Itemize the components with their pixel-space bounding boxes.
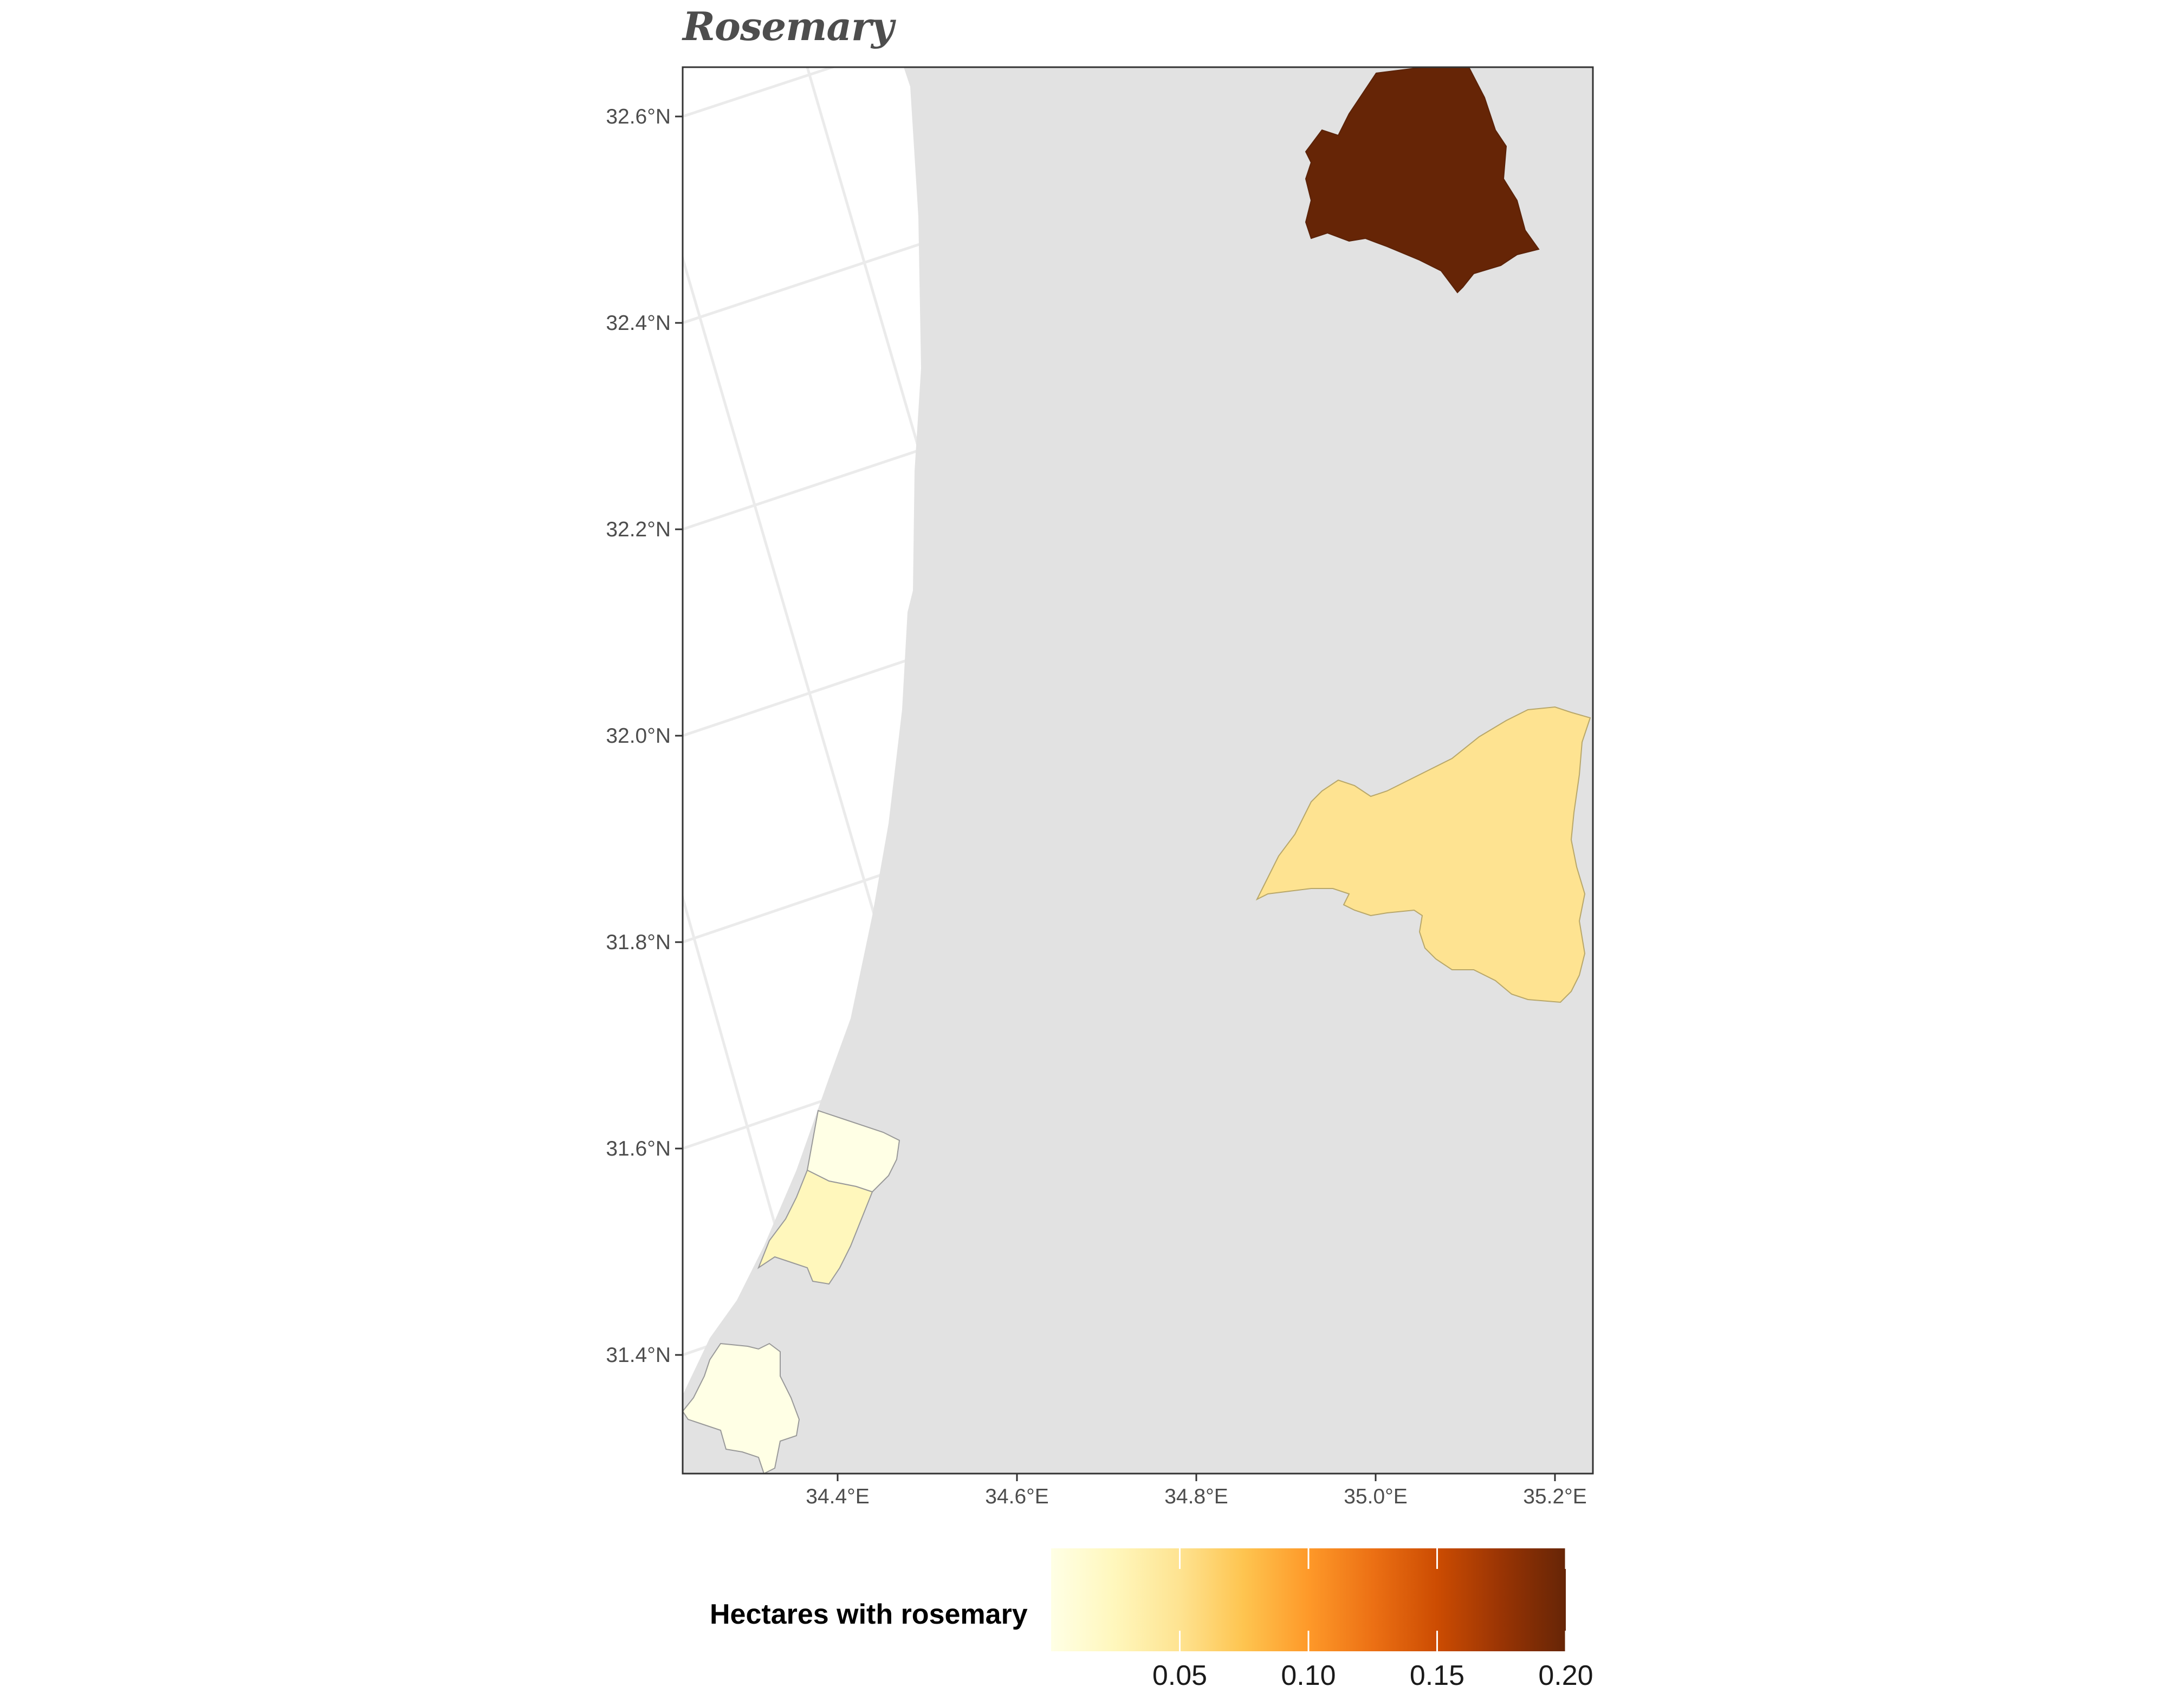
land-mass: [683, 67, 1593, 1474]
graticule-line: [806, 67, 925, 466]
y-axis: 32.6°N 32.4°N 32.2°N 32.0°N 31.8°N 31.6°…: [606, 105, 683, 1367]
graticule-line: [683, 242, 922, 325]
y-tick-label: 32.2°N: [606, 518, 671, 541]
y-tick-label: 32.6°N: [606, 105, 671, 128]
northern-region: [1305, 67, 1540, 294]
y-tick-label: 31.6°N: [606, 1137, 671, 1160]
y-tick-label: 32.0°N: [606, 724, 671, 748]
x-tick-label: 35.0°E: [1344, 1485, 1408, 1508]
legend-ticks: 0.05 0.10 0.15 0.20: [1152, 1548, 1593, 1691]
x-tick-label: 34.8°E: [1164, 1485, 1228, 1508]
y-axis-tick-marks: [675, 115, 683, 1356]
legend-tick-label: 0.20: [1538, 1660, 1593, 1691]
panel-border: [682, 66, 1594, 1475]
map-panel: [683, 67, 1593, 1474]
y-tick-label: 31.8°N: [606, 931, 671, 954]
x-tick-label: 34.4°E: [806, 1485, 870, 1508]
legend: 0.05 0.10 0.15 0.20: [1051, 1548, 1593, 1691]
legend-tick-label: 0.10: [1281, 1660, 1336, 1691]
graticule-line: [683, 654, 922, 737]
map-title: Rosemary: [683, 3, 894, 49]
x-tick-label: 35.2°E: [1523, 1485, 1587, 1508]
legend-tick-label: 0.15: [1410, 1660, 1464, 1691]
x-tick-label: 34.6°E: [985, 1485, 1049, 1508]
legend-title: Hectares with rosemary: [710, 1599, 1028, 1630]
x-axis: 34.4°E 34.6°E 34.8°E 35.0°E 35.2°E: [806, 1474, 1587, 1508]
graticule-line: [683, 448, 922, 531]
central-east-region: [1255, 706, 1591, 1003]
y-tick-label: 32.4°N: [606, 312, 671, 335]
x-axis-tick-marks: [837, 1474, 1556, 1481]
coastal-region-south: [683, 1342, 800, 1474]
y-tick-label: 31.4°N: [606, 1344, 671, 1367]
legend-tick-label: 0.05: [1152, 1660, 1207, 1691]
graticule-line: [683, 67, 837, 118]
coastal-region-middle: [757, 1169, 873, 1285]
